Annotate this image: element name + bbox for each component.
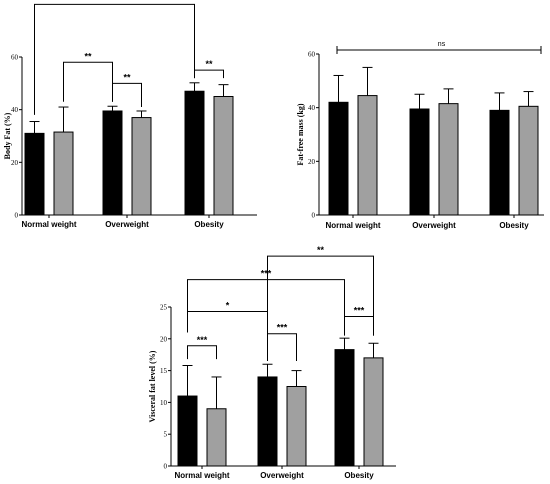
- bar: [489, 109, 510, 216]
- bar: [328, 101, 349, 216]
- chart-3: 0 5 10 15 20 25 Visceral fat level (%) Normal w…: [148, 245, 396, 480]
- y-tick-label: 20: [11, 159, 19, 167]
- significance-label: ***: [109, 0, 120, 3]
- category-label: Obesity: [194, 220, 224, 229]
- y-tick-label: 20: [160, 335, 168, 343]
- bar: [438, 103, 459, 216]
- bar: [184, 90, 205, 216]
- significance-label: ***: [277, 323, 288, 333]
- category-label: Normal weight: [21, 220, 76, 229]
- significance-label: *: [226, 300, 230, 310]
- significance-bracket: [187, 345, 217, 360]
- significance-bracket: [267, 255, 374, 358]
- bar: [53, 131, 74, 216]
- bar: [518, 105, 539, 216]
- y-tick-label: 20: [308, 158, 316, 166]
- y-tick-label: 25: [160, 304, 168, 312]
- significance-label: ***: [261, 269, 272, 279]
- significance-bracket: [187, 310, 268, 333]
- y-tick-label: 60: [11, 54, 19, 62]
- significance-label: **: [123, 72, 131, 82]
- bar: [257, 376, 278, 467]
- bar: [357, 95, 378, 216]
- significance-label: ***: [197, 335, 208, 345]
- bar: [177, 395, 198, 467]
- chart-1: 0 20 40 60 Body Fat (%) Normal weight Overweig…: [3, 0, 257, 229]
- significance-label: ***: [354, 306, 365, 316]
- significance-bracket: [63, 61, 113, 102]
- y-tick-label: 40: [308, 104, 316, 112]
- significance-label: **: [317, 245, 325, 255]
- bar: [102, 110, 123, 216]
- y-tick-label: 10: [160, 399, 168, 407]
- significance-label: **: [205, 59, 213, 69]
- significance-bracket: [267, 333, 297, 362]
- y-axis-label: Body Fat (%): [3, 112, 12, 159]
- category-label: Overweight: [260, 471, 304, 480]
- bar: [213, 96, 234, 216]
- y-tick-label: 15: [160, 367, 168, 375]
- category-label: Overweight: [412, 221, 456, 230]
- bar: [363, 357, 384, 467]
- category-label: Normal weight: [325, 221, 380, 230]
- category-label: Obesity: [499, 221, 529, 230]
- significance-label: **: [84, 51, 92, 61]
- significance-label: ns: [438, 41, 446, 48]
- bar: [409, 108, 430, 216]
- y-tick-label: 0: [312, 212, 316, 220]
- category-label: Obesity: [344, 471, 374, 480]
- y-tick-label: 0: [15, 212, 19, 220]
- category-label: Normal weight: [174, 471, 229, 480]
- y-tick-label: 40: [11, 106, 19, 114]
- category-label: Overweight: [105, 220, 149, 229]
- y-axis-label: Fat-free mass (kg): [296, 103, 305, 165]
- y-tick-label: 60: [308, 51, 316, 59]
- significance-bracket: [194, 69, 224, 79]
- significance-bracket: [344, 316, 374, 336]
- y-axis-label: Visceral fat level (%): [148, 350, 157, 422]
- bar: [24, 132, 45, 216]
- chart-2: 0 20 40 60 Fat-free mass (kg) Normal weight Ov…: [296, 41, 544, 230]
- y-tick-label: 0: [164, 463, 168, 471]
- bar: [334, 349, 355, 467]
- bar: [206, 408, 227, 467]
- y-tick-label: 5: [164, 431, 168, 439]
- significance-bracket: [34, 3, 195, 115]
- bar: [286, 386, 307, 467]
- significance-bracket: [187, 279, 345, 331]
- bar: [131, 117, 152, 216]
- significance-bracket: [112, 82, 142, 108]
